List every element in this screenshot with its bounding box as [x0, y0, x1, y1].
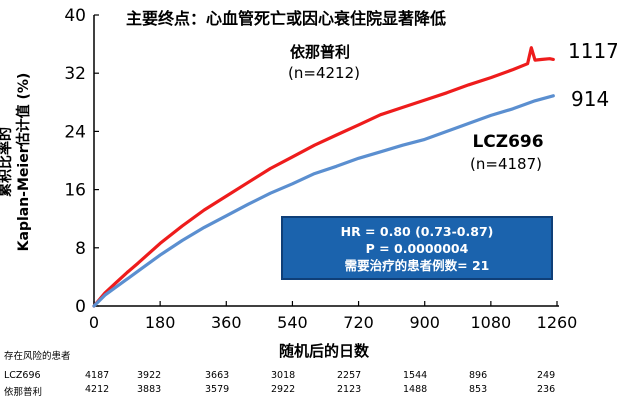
at-risk-value: 2123	[337, 384, 362, 395]
x-tick-label: 360	[211, 313, 242, 332]
label-layer: 0 8 16 24 32 40 0 180 360 540 720 900 1080 1260 随机后的日数…	[64, 6, 617, 360]
at-risk-value: 1544	[403, 370, 428, 381]
at-risk-row-lcz696: LCZ696 4187 3922 3663 3018 2257 1544 896 249	[0, 370, 617, 384]
series-line-enalapril	[92, 46, 555, 308]
nnt-text: 需要治疗的患者例数= 21	[344, 257, 490, 273]
series-layer	[92, 46, 555, 308]
y-tick-label: 8	[75, 239, 86, 259]
at-risk-value: 3018	[271, 370, 296, 381]
x-tick-label: 1260	[537, 313, 578, 332]
at-risk-value: 896	[469, 370, 488, 381]
chart-title: 主要终点：心血管死亡或因心衰住院显著降低	[126, 9, 446, 28]
at-risk-value: 1488	[403, 384, 428, 395]
x-tick-label: 540	[277, 313, 308, 332]
at-risk-row-label: 依那普利	[4, 387, 43, 398]
hazard-ratio-box: HR = 0.80 (0.73-0.87) P = 0.0000004 需要治疗…	[281, 216, 553, 280]
y-axis-label-line1: 累积比率的	[0, 127, 14, 197]
at-risk-row-label: LCZ696	[4, 370, 41, 381]
at-risk-value: 3922	[137, 370, 162, 381]
enalapril-annotation-name: 依那普利	[290, 43, 350, 61]
enalapril-annotation-n: (n=4212)	[288, 64, 360, 82]
axes	[93, 14, 559, 307]
x-tick-label: 720	[343, 313, 374, 332]
at-risk-value: 3579	[205, 384, 230, 395]
lcz696-annotation-n: (n=4187)	[470, 155, 542, 173]
series-line-lcz696	[92, 94, 555, 308]
x-tick-label: 1080	[470, 313, 511, 332]
x-tick-label: 0	[89, 313, 99, 332]
at-risk-value: 4212	[85, 384, 110, 395]
x-tick-label: 180	[145, 313, 176, 332]
at-risk-row-enalapril: 依那普利 4212 3883 3579 2922 2123 1488 853 236	[0, 384, 617, 398]
lcz696-annotation-name: LCZ696	[472, 132, 543, 152]
y-tick-label: 24	[64, 122, 86, 142]
at-risk-title: 存在风险的患者	[4, 351, 71, 362]
y-tick-label: 32	[64, 64, 86, 84]
x-axis-label: 随机后的日数	[279, 342, 370, 360]
at-risk-value: 236	[537, 384, 556, 395]
end-label-lcz696: 914	[571, 87, 609, 111]
at-risk-value: 853	[469, 384, 488, 395]
end-label-enalapril: 1117	[568, 39, 617, 63]
at-risk-value: 2257	[337, 370, 362, 381]
at-risk-value: 2922	[271, 384, 296, 395]
y-axis-label: 累积比率的 Kaplan-Meier估计值 (%)	[0, 52, 37, 272]
y-axis-label-line2: Kaplan-Meier估计值 (%)	[16, 72, 32, 252]
at-risk-value: 249	[537, 370, 556, 381]
x-tick-label: 900	[409, 313, 440, 332]
at-risk-value: 4187	[85, 370, 110, 381]
p-value-text: P = 0.0000004	[365, 240, 469, 256]
hazard-ratio-text: HR = 0.80 (0.73-0.87)	[340, 223, 494, 239]
at-risk-value: 3663	[205, 370, 230, 381]
y-tick-label: 40	[64, 6, 86, 26]
at-risk-value: 3883	[137, 384, 162, 395]
y-tick-label: 0	[75, 297, 86, 317]
y-tick-label: 16	[64, 181, 86, 201]
